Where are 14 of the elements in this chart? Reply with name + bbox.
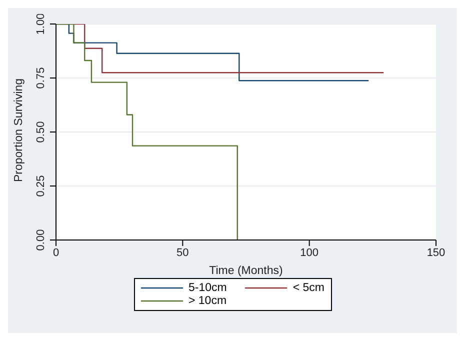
y-tick-label: 0.50 [35,121,47,143]
x-tick-label: 0 [52,246,60,259]
legend-label: > 10cm [188,295,227,307]
y-tick-label: 0.00 [35,229,47,251]
y-tick-label: 1.00 [35,13,47,35]
y-tick-label: 0.75 [35,67,47,89]
y-axis-title: Proportion Surviving [13,78,26,182]
legend-label: 5-10cm [188,282,227,294]
x-tick-label: 150 [426,246,446,259]
x-tick-label: 100 [300,246,319,259]
legend-label: < 5cm [292,282,324,294]
x-tick-label: 50 [176,246,189,259]
x-axis-title: Time (Months) [209,265,284,277]
y-tick-label: 0.25 [35,175,47,197]
